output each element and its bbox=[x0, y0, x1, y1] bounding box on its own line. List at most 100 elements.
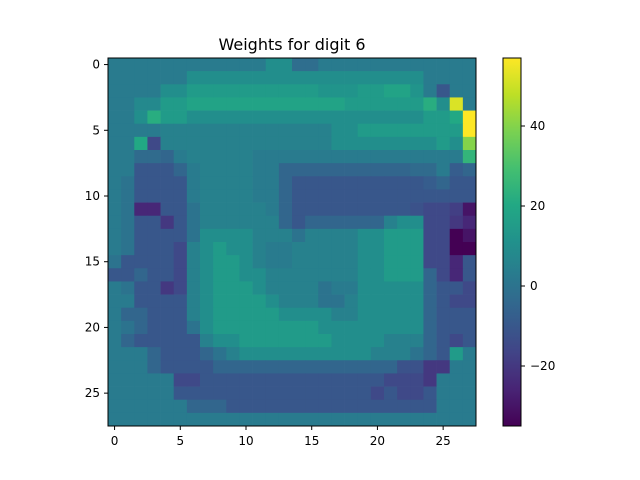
heatmap-cell bbox=[252, 294, 267, 309]
heatmap-cell bbox=[108, 189, 122, 203]
heatmap-cell bbox=[384, 268, 398, 282]
heatmap-cell bbox=[331, 320, 345, 335]
heatmap-cell bbox=[462, 281, 477, 295]
heatmap-cell bbox=[384, 84, 398, 98]
heatmap-cell bbox=[278, 215, 293, 230]
heatmap-cell bbox=[449, 399, 464, 414]
heatmap-cell bbox=[121, 150, 135, 164]
heatmap-cell bbox=[423, 373, 437, 387]
heatmap-cell bbox=[239, 97, 253, 111]
heatmap-cell bbox=[462, 373, 477, 387]
heatmap-cell bbox=[436, 136, 451, 151]
heatmap-cell bbox=[265, 320, 280, 335]
heatmap-cell bbox=[357, 163, 372, 177]
heatmap-cell bbox=[397, 294, 411, 309]
heatmap-cell bbox=[305, 123, 319, 138]
heatmap-cell bbox=[121, 189, 135, 203]
heatmap-cell bbox=[265, 347, 280, 361]
heatmap-cell bbox=[384, 110, 398, 125]
heatmap-cell bbox=[200, 373, 214, 387]
heatmap-cell bbox=[278, 360, 293, 374]
heatmap-cell bbox=[397, 189, 411, 203]
y-tick-label: 10 bbox=[85, 189, 100, 203]
heatmap-cell bbox=[265, 242, 280, 256]
heatmap-cell bbox=[344, 136, 359, 151]
heatmap-cell bbox=[397, 176, 411, 190]
heatmap-cell bbox=[265, 97, 280, 111]
heatmap-cell bbox=[200, 228, 214, 243]
heatmap-cell bbox=[226, 320, 240, 335]
heatmap-cell bbox=[147, 360, 161, 374]
heatmap-cell bbox=[344, 399, 359, 414]
heatmap-cell bbox=[278, 294, 293, 309]
heatmap-cell bbox=[410, 255, 424, 269]
heatmap-cell bbox=[160, 189, 175, 203]
heatmap-cell bbox=[147, 334, 161, 348]
heatmap-cell bbox=[344, 255, 359, 269]
heatmap-cell bbox=[173, 334, 188, 348]
heatmap-cell bbox=[160, 242, 175, 256]
heatmap-cell bbox=[173, 202, 188, 217]
heatmap-cell bbox=[239, 163, 253, 177]
heatmap-cell bbox=[160, 373, 175, 387]
heatmap-cell bbox=[449, 136, 464, 151]
heatmap-cell bbox=[252, 281, 267, 295]
heatmap-cell bbox=[318, 399, 332, 414]
heatmap-cell bbox=[200, 71, 214, 85]
heatmap-cell bbox=[331, 412, 345, 427]
heatmap-cell bbox=[186, 58, 201, 72]
heatmap-cell bbox=[226, 386, 240, 401]
heatmap-cell bbox=[305, 360, 319, 374]
heatmap-cell bbox=[292, 228, 306, 243]
heatmap-cell bbox=[449, 360, 464, 374]
heatmap-cell bbox=[344, 150, 359, 164]
heatmap-cell bbox=[252, 412, 267, 427]
heatmap-cell bbox=[252, 399, 267, 414]
heatmap-cell bbox=[436, 307, 451, 322]
heatmap-cell bbox=[462, 386, 477, 401]
heatmap-cell bbox=[344, 189, 359, 203]
heatmap-cell bbox=[278, 334, 293, 348]
heatmap-cell bbox=[423, 386, 437, 401]
heatmap-cell bbox=[436, 228, 451, 243]
heatmap-cell bbox=[292, 242, 306, 256]
heatmap-cell bbox=[357, 84, 372, 98]
heatmap-cell bbox=[186, 347, 201, 361]
heatmap-cell bbox=[370, 373, 385, 387]
heatmap-cell bbox=[292, 97, 306, 111]
heatmap-cell bbox=[449, 150, 464, 164]
heatmap-cell bbox=[265, 71, 280, 85]
heatmap-cell bbox=[410, 360, 424, 374]
heatmap-cell bbox=[292, 84, 306, 98]
heatmap-cell bbox=[292, 215, 306, 230]
heatmap-cell bbox=[252, 268, 267, 282]
heatmap-cell bbox=[410, 71, 424, 85]
heatmap-cell bbox=[252, 110, 267, 125]
heatmap-cell bbox=[147, 84, 161, 98]
heatmap-cell bbox=[292, 307, 306, 322]
heatmap-cell bbox=[200, 176, 214, 190]
heatmap-cell bbox=[252, 334, 267, 348]
heatmap-cell bbox=[370, 110, 385, 125]
heatmap-cell bbox=[305, 215, 319, 230]
heatmap-cell bbox=[410, 189, 424, 203]
heatmap-cell bbox=[200, 136, 214, 151]
heatmap-cell bbox=[410, 294, 424, 309]
heatmap-cell bbox=[252, 386, 267, 401]
heatmap-cell bbox=[160, 123, 175, 138]
heatmap-cell bbox=[292, 373, 306, 387]
heatmap-cell bbox=[318, 294, 332, 309]
heatmap-cell bbox=[344, 202, 359, 217]
heatmap-cell bbox=[213, 150, 227, 164]
heatmap-cell bbox=[305, 294, 319, 309]
heatmap-cell bbox=[357, 97, 372, 111]
heatmap-cell bbox=[423, 255, 437, 269]
heatmap-cell bbox=[292, 294, 306, 309]
heatmap-cell bbox=[265, 294, 280, 309]
heatmap-cell bbox=[252, 360, 267, 374]
heatmap-cell bbox=[397, 202, 411, 217]
heatmap-cell bbox=[213, 320, 227, 335]
heatmap-cell bbox=[239, 255, 253, 269]
heatmap-cell bbox=[292, 399, 306, 414]
heatmap-cell bbox=[357, 360, 372, 374]
